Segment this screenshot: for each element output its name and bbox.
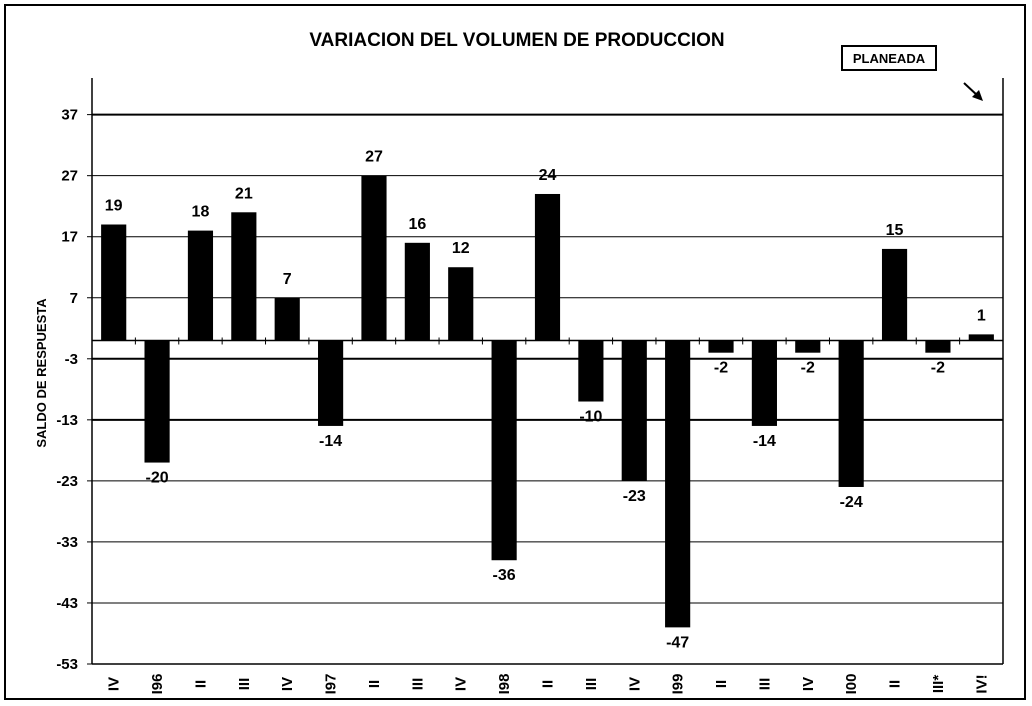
- data-label: -14: [319, 433, 342, 450]
- data-label: 12: [452, 240, 470, 257]
- x-tick-label: IV!: [973, 674, 990, 693]
- x-tick-labels: IV I96 II III IV I97 II III IV I98 II III IV I99 II III…: [106, 674, 991, 695]
- planeada-label: PLANEADA: [853, 51, 926, 66]
- planeada-box: [841, 45, 937, 71]
- bar: [795, 340, 821, 353]
- x-tick-label: III*: [930, 675, 947, 694]
- y-tick-labels: 37 27 17 7 -3 -13 -23 -33 -43 -53: [56, 107, 78, 673]
- y-tick-label: -3: [65, 351, 78, 368]
- axes: [87, 78, 1004, 665]
- y-tick-label: -13: [56, 412, 78, 429]
- y-tick-label: -43: [56, 595, 78, 612]
- x-tick-label: IV: [800, 677, 817, 691]
- bar: [751, 340, 777, 426]
- bar: [838, 340, 864, 487]
- data-label: -47: [666, 634, 689, 651]
- data-label: -2: [801, 360, 815, 377]
- data-label: -2: [931, 360, 945, 377]
- bar: [708, 340, 734, 353]
- y-tick-label: 7: [70, 290, 78, 307]
- data-label: 7: [283, 271, 292, 288]
- bar: [534, 193, 561, 341]
- y-tick-label: -33: [56, 534, 78, 551]
- x-tick-label: I96: [149, 674, 166, 695]
- data-label: -10: [579, 409, 602, 426]
- x-tick-label: III: [756, 678, 773, 691]
- bar: [491, 340, 517, 561]
- data-label: -23: [623, 488, 646, 505]
- x-tick-label: II: [540, 680, 557, 688]
- bar: [665, 340, 691, 628]
- bar: [968, 334, 994, 341]
- x-tick-label: III: [583, 678, 600, 691]
- bar: [361, 175, 387, 341]
- bar: [448, 267, 474, 341]
- y-axis-label: SALDO DE RESPUESTA: [34, 298, 49, 448]
- x-tick-label: IV: [626, 677, 643, 691]
- bar: [101, 224, 127, 341]
- chart-frame: VARIACION DEL VOLUMEN DE PRODUCCION PLAN…: [4, 4, 1026, 700]
- x-tick-label: III: [236, 678, 253, 691]
- x-tick-label: I00: [843, 674, 860, 695]
- bar: [144, 340, 170, 463]
- bar: [881, 248, 908, 341]
- data-label: 1: [977, 307, 986, 324]
- x-tick-label: I99: [670, 674, 687, 695]
- x-tick-label: II: [192, 680, 209, 688]
- bar: [231, 212, 257, 341]
- y-tick-label: -23: [56, 473, 78, 490]
- data-label: -2: [714, 360, 728, 377]
- chart-title: VARIACION DEL VOLUMEN DE PRODUCCION: [309, 30, 724, 51]
- data-labels: 19 -20 18 21 7 -14 27 16 12 -36 24 -10 -23 -47 -2 -14 -2…: [105, 149, 986, 652]
- bar: [187, 230, 214, 341]
- data-label: 15: [886, 222, 904, 239]
- x-tick-label: II: [713, 680, 730, 688]
- x-tick-label: IV: [279, 677, 296, 691]
- bar: [578, 340, 604, 402]
- x-tick-label: II: [366, 680, 383, 688]
- bar: [404, 242, 430, 341]
- arrow-icon: [963, 82, 983, 101]
- data-label: 21: [235, 185, 253, 202]
- y-tick-label: 27: [61, 168, 78, 185]
- x-tick-label: IV: [453, 677, 470, 691]
- bar: [925, 340, 951, 353]
- y-tick-label: 17: [61, 229, 78, 246]
- data-label: 16: [408, 216, 426, 233]
- data-label: 18: [192, 204, 210, 221]
- data-label: 27: [365, 149, 383, 166]
- data-label: 19: [105, 198, 123, 215]
- data-label: 24: [539, 167, 557, 184]
- planeada-annotation: PLANEADA: [841, 45, 983, 101]
- bar: [318, 340, 344, 426]
- data-label: -14: [753, 433, 776, 450]
- x-tick-label: IV: [106, 677, 123, 691]
- data-label: -20: [146, 470, 169, 487]
- y-tick-label: -53: [56, 656, 78, 673]
- bar: [274, 297, 300, 341]
- x-tick-label: II: [887, 680, 904, 688]
- x-tick-label: III: [409, 678, 426, 691]
- y-tick-label: 37: [61, 107, 78, 124]
- bar: [621, 340, 647, 481]
- bars: [101, 175, 994, 628]
- data-label: -24: [840, 494, 863, 511]
- bar-chart: VARIACION DEL VOLUMEN DE PRODUCCION PLAN…: [34, 30, 1004, 695]
- x-tick-label: I97: [323, 674, 340, 695]
- x-tick-label: I98: [496, 674, 513, 695]
- data-label: -36: [493, 567, 516, 584]
